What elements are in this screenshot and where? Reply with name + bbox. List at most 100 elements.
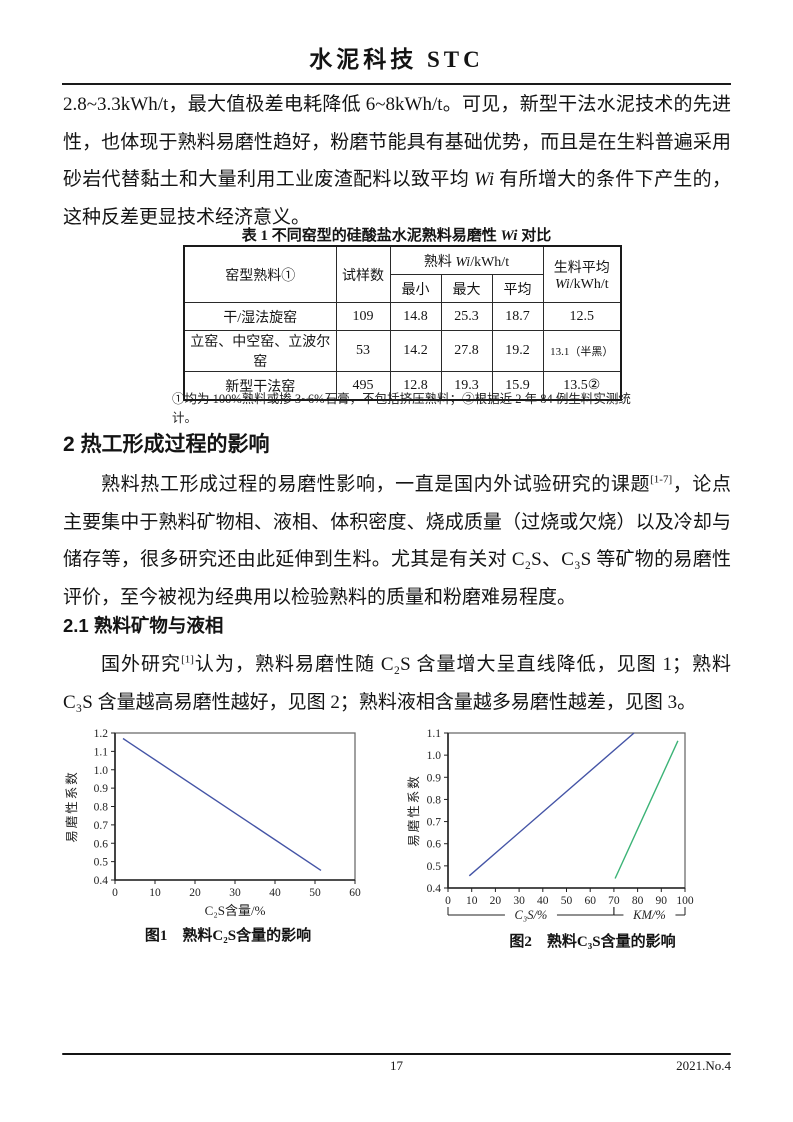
col-header-samples: 试样数	[335, 245, 391, 303]
cell-min: 14.2	[389, 330, 442, 372]
svg-text:20: 20	[189, 887, 201, 899]
table-header-row-1: 窑型熟料① 试样数 熟料 Wi/kWh/t 生料平均 Wi/kWh/t	[183, 245, 622, 303]
svg-text:0.8: 0.8	[94, 802, 109, 814]
table-caption: 表 1 不同窑型的硅酸盐水泥熟料易磨性 Wi 对比	[241, 228, 552, 244]
table-row: 新型干法窑 495 12.8 19.3 15.9 13.5②	[183, 371, 622, 401]
cell-samples: 53	[335, 330, 391, 372]
svg-text:1.1: 1.1	[94, 746, 109, 758]
wi-symbol: Wi	[474, 169, 495, 190]
cell-max: 27.8	[440, 330, 493, 372]
table-row: 干/湿法旋窑 109 14.8 25.3 18.7 12.5	[183, 302, 622, 331]
svg-text:易磨性系数: 易磨性系数	[64, 770, 79, 843]
svg-text:1.2: 1.2	[94, 728, 109, 740]
cell-kiln: 立窑、中空窑、立波尔窑	[183, 330, 337, 372]
svg-text:10: 10	[149, 887, 161, 899]
paragraph-1-text-cont: 有所增大的条件下产生的，这种反差更显技术经济意义。	[63, 169, 731, 228]
svg-text:C₃S/%: C₃S/%	[515, 908, 548, 922]
cell-avg: 18.7	[491, 302, 544, 331]
col-header-raw-wi: 生料平均 Wi/kWh/t	[542, 245, 622, 303]
svg-text:30: 30	[229, 887, 241, 899]
svg-text:0.8: 0.8	[427, 794, 442, 806]
svg-text:60: 60	[349, 887, 361, 899]
col-header-kiln: 窑型熟料①	[183, 245, 337, 303]
figure-1-plot: 0 10 20 30 40 50 60 0.4 0.5 0.6 0.7 0.8 0.9 1.0 1.1 1.2…	[64, 728, 361, 918]
svg-text:50: 50	[561, 895, 573, 907]
svg-text:0: 0	[112, 887, 118, 899]
svg-text:10: 10	[466, 895, 478, 907]
svg-text:100: 100	[676, 895, 694, 907]
page-number: 17	[390, 1058, 403, 1073]
wi-symbol: Wi	[500, 228, 518, 244]
grindability-table: 窑型熟料① 试样数 熟料 Wi/kWh/t 生料平均 Wi/kWh/t 最小 最大…	[183, 245, 623, 401]
paragraph-3-text-cont: 认为，熟料易磨性随 C₂S 含量增大呈直线降低，见图 1；熟料 C₃S 含量越高…	[63, 654, 731, 713]
paragraph-2-text-cont: ，论点主要集中于熟料矿物相、液相、体积密度、烧成质量（过烧或欠烧）以及冷却与储存…	[63, 474, 731, 608]
cell-raw: 13.1（半黑）	[542, 330, 622, 372]
figure-1-chart: 0 10 20 30 40 50 60 0.4 0.5 0.6 0.7 0.8 0.9 1.0 1.1 1.2…	[63, 727, 393, 942]
cell-samples: 495	[335, 371, 391, 401]
svg-text:40: 40	[537, 895, 549, 907]
citation-ref: [1-7]	[650, 473, 673, 486]
section-heading-2: 2 热工形成过程的影响	[63, 433, 270, 456]
svg-text:0.5: 0.5	[427, 861, 442, 873]
paragraph-1-text: 2.8~3.3kWh/t，最大值极差电耗降低 6~8kWh/t。可见，新型干法水…	[63, 94, 731, 190]
figure-2-plot: 0 10 20 30 40 50 60 70 80 90 100 0.4 0.5 0.6 0.7 0.8 0.9…	[406, 728, 694, 922]
svg-text:20: 20	[490, 895, 502, 907]
table-header-row-2: 最小 最大 平均	[184, 274, 621, 303]
svg-text:1.0: 1.0	[94, 765, 109, 777]
header-rule	[62, 83, 731, 85]
journal-header-title: 水泥科技 STC	[309, 47, 484, 72]
cell-avg: 19.2	[491, 330, 544, 372]
svg-text:0.7: 0.7	[94, 820, 109, 832]
figure-2-chart: 0 10 20 30 40 50 60 70 80 90 100 0.4 0.5 0.6 0.7 0.8 0.9…	[405, 727, 745, 942]
svg-text:80: 80	[632, 895, 644, 907]
wi-symbol: Wi	[554, 276, 570, 292]
issue-number: 2021.No.4	[676, 1058, 731, 1073]
svg-text:30: 30	[513, 895, 525, 907]
svg-text:1.0: 1.0	[427, 750, 442, 762]
svg-text:1.1: 1.1	[427, 728, 442, 740]
table-footnote: ①均为 100%熟料或掺 3~6%石膏，不包括挤压熟料；②根据近 2 年 84 …	[172, 392, 631, 425]
paragraph-2-text: 熟料热工形成过程的易磨性影响，一直是国内外试验研究的课题	[101, 474, 651, 495]
svg-text:0.4: 0.4	[427, 883, 442, 895]
svg-text:0.9: 0.9	[94, 783, 109, 795]
cell-max: 25.3	[440, 302, 493, 331]
col-header-min: 最小	[389, 274, 442, 303]
svg-text:0.4: 0.4	[94, 875, 109, 887]
paragraph-1: 2.8~3.3kWh/t，最大值极差电耗降低 6~8kWh/t。可见，新型干法水…	[63, 86, 731, 236]
svg-text:90: 90	[656, 895, 668, 907]
cell-raw: 13.5②	[542, 371, 622, 401]
svg-text:0.6: 0.6	[94, 838, 109, 850]
citation-ref: [1]	[181, 653, 194, 666]
table-row: 立窑、中空窑、立波尔窑 53 14.2 27.8 19.2 13.1（半黑）	[183, 330, 622, 372]
col-header-avg: 平均	[491, 274, 544, 303]
svg-text:0.9: 0.9	[427, 772, 442, 784]
svg-text:0.7: 0.7	[427, 817, 442, 829]
col-header-max: 最大	[440, 274, 493, 303]
cell-kiln: 干/湿法旋窑	[183, 302, 337, 331]
svg-text:40: 40	[269, 887, 281, 899]
svg-text:70: 70	[608, 895, 620, 907]
cell-kiln: 新型干法窑	[183, 371, 337, 401]
svg-text:C₂S含量/%: C₂S含量/%	[205, 903, 266, 918]
cell-min: 14.8	[389, 302, 442, 331]
svg-text:KM/%: KM/%	[632, 908, 666, 922]
cell-raw: 12.5	[542, 302, 622, 331]
figure-1-caption: 图1 熟料C₂S含量的影响	[144, 928, 312, 944]
wi-symbol: Wi	[455, 254, 471, 270]
paragraph-3-text: 国外研究	[101, 654, 182, 675]
svg-text:60: 60	[584, 895, 596, 907]
footer-rule	[62, 1053, 731, 1055]
svg-text:0.6: 0.6	[427, 839, 442, 851]
section-heading-2-1: 2.1 熟料矿物与液相	[63, 615, 224, 636]
cell-samples: 109	[335, 302, 391, 331]
svg-text:0: 0	[445, 895, 451, 907]
figure-2-caption: 图2 熟料C₃S含量的影响	[509, 934, 676, 950]
paragraph-2: 熟料热工形成过程的易磨性影响，一直是国内外试验研究的课题[1-7]，论点主要集中…	[63, 466, 731, 616]
svg-text:0.5: 0.5	[94, 857, 109, 869]
paragraph-3: 国外研究[1]认为，熟料易磨性随 C₂S 含量增大呈直线降低，见图 1；熟料 C…	[63, 646, 731, 721]
svg-text:易磨性系数: 易磨性系数	[406, 774, 421, 847]
cell-avg: 15.9	[491, 371, 544, 401]
col-header-clinker-wi: 熟料 Wi/kWh/t	[389, 245, 544, 275]
svg-text:50: 50	[309, 887, 321, 899]
